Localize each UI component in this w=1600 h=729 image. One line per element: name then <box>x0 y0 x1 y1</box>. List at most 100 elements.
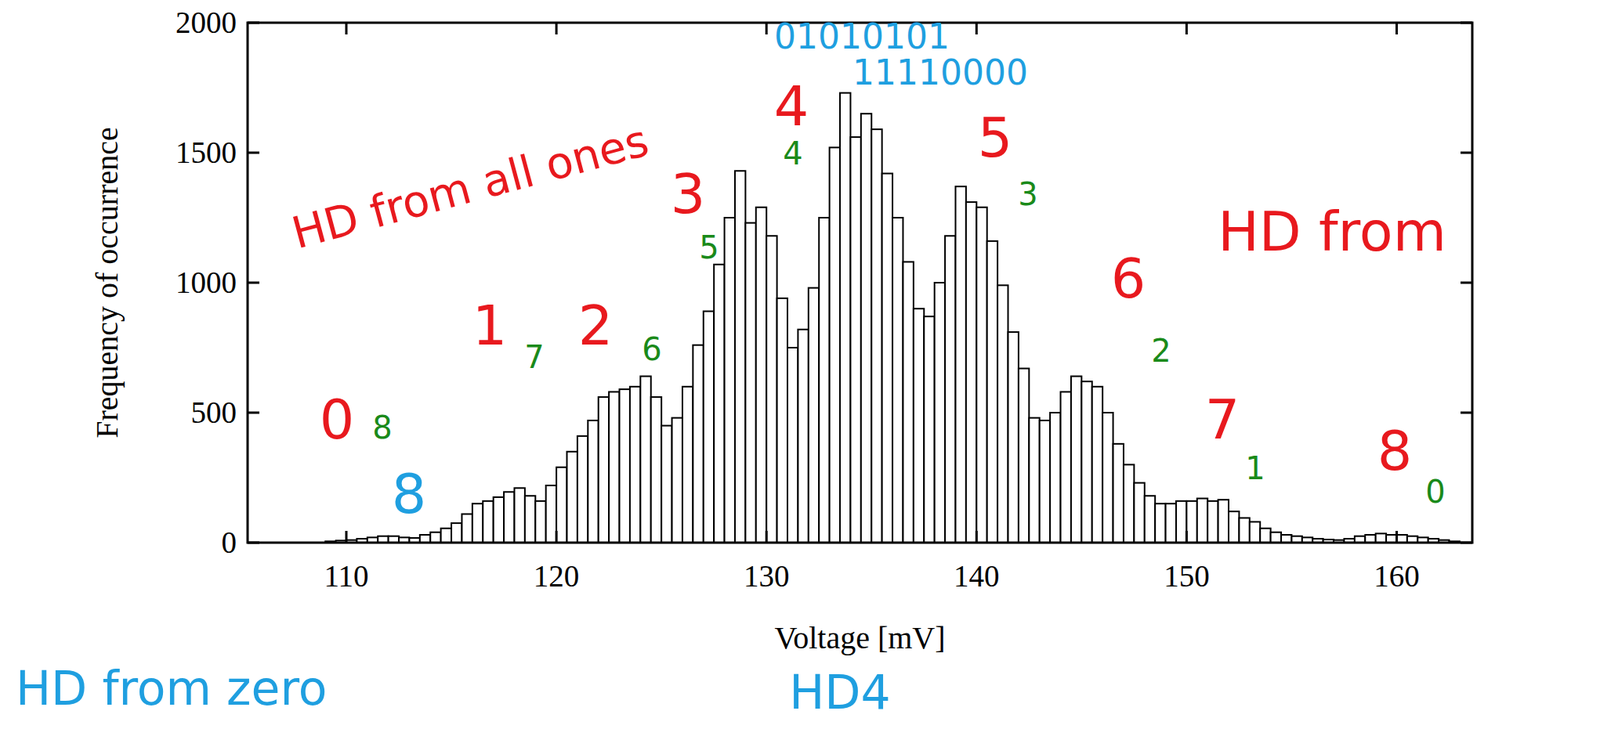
annotation: 8 <box>372 409 392 446</box>
annotation: 1 <box>472 293 508 359</box>
x-tick-label: 120 <box>533 559 580 594</box>
histogram-bar <box>713 264 724 543</box>
x-tick-top <box>345 22 348 35</box>
histogram-bar <box>861 113 872 543</box>
x-tick-label: 150 <box>1163 559 1210 594</box>
annotation: 1 <box>1245 450 1265 487</box>
x-tick-top <box>1395 22 1398 35</box>
histogram-bar <box>1197 499 1208 543</box>
histogram-bar <box>524 495 536 543</box>
histogram-bar <box>1228 511 1239 543</box>
histogram-bar <box>651 397 662 543</box>
histogram-bar <box>724 217 735 543</box>
y-tick <box>247 152 260 155</box>
x-tick-top <box>555 22 558 35</box>
histogram-bar <box>1375 533 1387 543</box>
histogram-bar <box>1186 501 1197 543</box>
x-tick <box>345 531 348 543</box>
histogram-bar <box>1071 376 1082 543</box>
histogram-bar <box>934 282 945 543</box>
histogram-bar <box>1238 517 1249 543</box>
histogram-bar <box>766 235 777 543</box>
y-tick-right <box>1460 21 1473 25</box>
histogram-bar <box>1123 464 1134 543</box>
x-tick-top <box>975 22 978 35</box>
histogram-bar <box>493 497 504 543</box>
histogram-bar <box>787 347 798 543</box>
histogram-bar <box>514 488 525 543</box>
y-tick-right <box>1460 152 1473 155</box>
histogram-bar <box>556 467 567 543</box>
histogram-bar <box>682 387 693 543</box>
annotation: 4 <box>782 135 803 172</box>
histogram-bar <box>629 387 641 543</box>
y-tick-label: 1500 <box>175 135 237 170</box>
y-tick <box>247 542 260 545</box>
chart: 1101201301401501600500100015002000Voltag… <box>0 0 1600 729</box>
annotation: 3 <box>670 162 706 227</box>
x-tick <box>555 531 558 543</box>
annotation: 0 <box>1425 474 1445 511</box>
histogram-bar <box>1049 412 1061 543</box>
histogram-bar <box>1154 503 1166 543</box>
histogram-bar <box>461 514 472 543</box>
histogram-bar <box>1018 369 1029 543</box>
histogram-bar <box>661 426 672 543</box>
x-tick-top <box>1185 22 1188 35</box>
annotation: 6 <box>641 331 662 368</box>
histogram-bar <box>1207 501 1218 543</box>
histogram-bar <box>451 523 462 543</box>
histogram-bar <box>567 452 578 543</box>
histogram-bar <box>997 285 1008 543</box>
y-tick-label: 0 <box>221 525 238 560</box>
y-tick-label: 2000 <box>175 5 237 40</box>
annotation: 5 <box>977 105 1014 171</box>
histogram-bar <box>598 397 609 543</box>
annotation: 7 <box>1205 387 1241 453</box>
annotation: HD from zero <box>15 661 328 717</box>
y-tick <box>247 282 260 285</box>
histogram-bar <box>1102 412 1113 543</box>
y-tick <box>247 21 260 25</box>
histogram-bar <box>1218 499 1229 543</box>
histogram-bar <box>1113 444 1124 543</box>
annotation: 7 <box>524 339 544 376</box>
histogram-bar <box>430 532 441 543</box>
y-tick-label: 500 <box>191 395 238 430</box>
histogram-bar <box>1081 381 1092 543</box>
histogram-bar <box>944 235 956 543</box>
x-tick-label: 110 <box>323 559 369 594</box>
histogram-bar <box>672 418 683 543</box>
annotation: HD4 <box>789 665 891 721</box>
y-tick-right <box>1460 542 1473 545</box>
histogram-bar <box>1133 483 1144 543</box>
histogram-bar <box>503 492 515 543</box>
annotation: 5 <box>698 229 719 266</box>
x-tick <box>765 531 768 543</box>
histogram-bar <box>797 329 808 543</box>
histogram-bar <box>1028 418 1039 543</box>
x-tick-label: 160 <box>1373 559 1420 594</box>
histogram-bar <box>808 288 819 543</box>
annotation: HD from all ones <box>286 115 655 260</box>
histogram-bar <box>577 436 588 543</box>
plot-frame <box>247 22 1473 543</box>
histogram-bar <box>546 485 557 543</box>
x-tick-label: 130 <box>743 559 790 594</box>
histogram-bar <box>1165 503 1177 543</box>
histogram-bar <box>472 503 483 543</box>
histogram-bar <box>692 345 703 543</box>
histogram-bar <box>976 207 987 543</box>
histogram-bar <box>1259 528 1271 543</box>
histogram-bar <box>923 316 934 543</box>
histogram-bar <box>902 261 913 543</box>
y-tick-label: 1000 <box>175 265 237 300</box>
histogram-bar <box>619 389 630 543</box>
histogram-bar <box>839 93 851 543</box>
annotation: 4 <box>774 74 810 139</box>
histogram-bar <box>777 298 788 543</box>
histogram-bar <box>587 420 598 543</box>
annotation: 0 <box>319 387 355 453</box>
y-tick <box>247 412 260 415</box>
annotation: 11110000 <box>852 52 1029 93</box>
